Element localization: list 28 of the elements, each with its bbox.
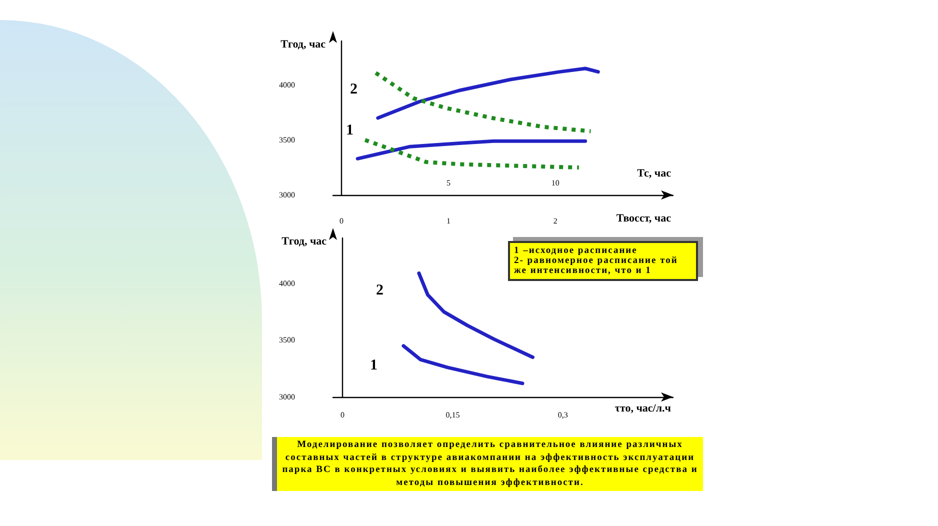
annotation: 1 –исходное расписание 2- равномерное расписание той же интенсивности, что и 1	[508, 241, 698, 281]
x-axis-title: Тс, час	[637, 168, 672, 180]
y-axis-title: Тгод, час	[282, 236, 327, 248]
y-tick-label: 3000	[279, 190, 295, 200]
line-series	[376, 66, 600, 120]
annotation: 1	[346, 122, 354, 138]
annotation: 2	[350, 82, 358, 98]
x-tick-label: 10	[551, 178, 560, 188]
x-tick-label: 5	[446, 178, 450, 188]
y-tick-label: 3500	[279, 136, 295, 144]
y-tick-label: 4000	[279, 80, 295, 90]
x2-axis-title: Твосст, час	[616, 212, 672, 224]
x2-tick-label: 1	[446, 216, 450, 226]
y-tick-label: 4000	[279, 278, 295, 288]
x-tick-label: 0,15	[446, 410, 460, 420]
y-tick-label: 3500	[279, 336, 295, 345]
annotation: 1	[370, 358, 378, 374]
line-series	[402, 344, 524, 386]
text: Моделирование позволяет определить сравнительное влияние различных составных частей в структуре авиакомпании на эффективность эксплуатации парка ВС в конкретных условиях и выявить наиболее эффективные средства и методы повышения эффективности.	[272, 437, 703, 491]
annotation: 2	[376, 282, 384, 298]
line-series	[356, 139, 588, 160]
x-tick-label: 0	[340, 410, 345, 420]
x-axis-title: τто, час/л.ч	[614, 402, 671, 414]
y-axis-title: Тгод, час	[280, 38, 326, 50]
y-tick-label: 3000	[279, 392, 295, 402]
x-tick-label: 0,3	[558, 410, 568, 420]
x2-tick-label: 0	[340, 216, 344, 226]
x2-tick-label: 2	[553, 216, 558, 226]
